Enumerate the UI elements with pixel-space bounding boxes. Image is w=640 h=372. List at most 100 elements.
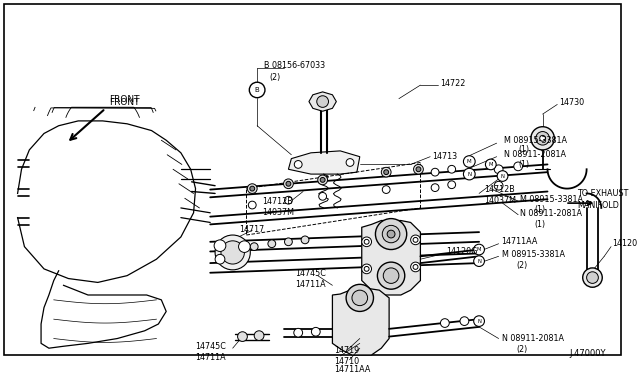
Polygon shape xyxy=(362,221,420,295)
Circle shape xyxy=(381,167,391,177)
Circle shape xyxy=(384,170,388,174)
Text: 14120: 14120 xyxy=(612,239,637,248)
Polygon shape xyxy=(309,92,337,111)
Text: 14711AA: 14711AA xyxy=(334,365,371,372)
Text: N: N xyxy=(467,171,471,177)
Circle shape xyxy=(364,266,369,271)
Text: 14711A: 14711A xyxy=(295,280,326,289)
Circle shape xyxy=(250,243,258,250)
Circle shape xyxy=(497,171,508,182)
Circle shape xyxy=(416,167,421,172)
Circle shape xyxy=(214,240,226,251)
Text: (1): (1) xyxy=(518,160,529,169)
Circle shape xyxy=(440,319,449,327)
Circle shape xyxy=(474,256,484,266)
Text: N: N xyxy=(477,259,481,264)
Text: N 08911-2081A: N 08911-2081A xyxy=(502,334,564,343)
Circle shape xyxy=(474,244,484,255)
Circle shape xyxy=(582,268,602,287)
Text: 14711AA: 14711AA xyxy=(502,237,538,246)
Text: 14712B: 14712B xyxy=(484,185,515,194)
Circle shape xyxy=(514,162,523,171)
Text: MANIFOLD: MANIFOLD xyxy=(577,201,619,209)
Circle shape xyxy=(284,179,293,189)
Text: (1): (1) xyxy=(535,220,546,229)
Circle shape xyxy=(317,175,328,185)
Circle shape xyxy=(317,96,328,108)
Circle shape xyxy=(248,201,256,209)
Text: FRONT: FRONT xyxy=(109,98,140,107)
Circle shape xyxy=(301,236,309,244)
Text: B 08156-67033: B 08156-67033 xyxy=(264,61,325,70)
Circle shape xyxy=(364,240,369,244)
Circle shape xyxy=(312,327,320,336)
Circle shape xyxy=(431,168,439,176)
Circle shape xyxy=(431,184,439,192)
Text: 14710: 14710 xyxy=(334,357,360,366)
Text: 14120G: 14120G xyxy=(446,247,477,256)
Text: M 08915-3381A: M 08915-3381A xyxy=(502,250,564,259)
Circle shape xyxy=(474,316,484,327)
Text: 14730: 14730 xyxy=(559,98,584,107)
Circle shape xyxy=(540,135,545,141)
Circle shape xyxy=(250,82,265,98)
Text: N: N xyxy=(477,318,481,324)
Circle shape xyxy=(221,241,244,264)
Circle shape xyxy=(587,272,598,283)
Circle shape xyxy=(494,182,503,190)
Circle shape xyxy=(413,237,418,242)
Circle shape xyxy=(346,284,374,311)
Text: 14722: 14722 xyxy=(440,79,465,88)
Circle shape xyxy=(237,332,247,341)
Circle shape xyxy=(320,177,325,182)
Text: M: M xyxy=(467,159,472,164)
Text: (2): (2) xyxy=(516,345,527,354)
Circle shape xyxy=(254,331,264,340)
Circle shape xyxy=(250,186,255,191)
Text: B: B xyxy=(255,87,259,93)
Text: N 08911-2081A: N 08911-2081A xyxy=(520,209,582,218)
Text: N 08911-2081A: N 08911-2081A xyxy=(504,150,566,159)
Text: (2): (2) xyxy=(270,73,281,82)
Circle shape xyxy=(463,156,475,167)
Circle shape xyxy=(448,181,456,189)
Circle shape xyxy=(294,328,303,337)
Circle shape xyxy=(285,196,292,204)
Circle shape xyxy=(494,165,503,174)
Text: 14711A: 14711A xyxy=(196,353,226,362)
Text: 14745C: 14745C xyxy=(295,269,326,278)
Circle shape xyxy=(485,159,496,170)
Circle shape xyxy=(460,317,469,326)
Circle shape xyxy=(362,237,372,247)
Circle shape xyxy=(286,182,291,186)
Polygon shape xyxy=(289,151,360,174)
Text: M: M xyxy=(477,247,481,252)
Text: 14713: 14713 xyxy=(432,152,457,161)
Circle shape xyxy=(382,186,390,193)
Circle shape xyxy=(319,192,326,200)
Circle shape xyxy=(463,168,475,180)
Circle shape xyxy=(215,254,225,264)
Circle shape xyxy=(268,240,276,248)
Text: TO EXHAUST: TO EXHAUST xyxy=(577,189,628,198)
Circle shape xyxy=(411,262,420,272)
Circle shape xyxy=(411,235,420,245)
Text: 14037M: 14037M xyxy=(262,208,294,217)
Text: J.47000Y: J.47000Y xyxy=(570,349,606,357)
Polygon shape xyxy=(332,288,389,355)
Circle shape xyxy=(294,161,302,168)
Circle shape xyxy=(531,127,554,150)
Text: FRONT: FRONT xyxy=(109,96,140,105)
Circle shape xyxy=(376,219,407,250)
Text: N: N xyxy=(500,173,504,179)
Text: M 08915-3381A: M 08915-3381A xyxy=(504,136,566,145)
Text: (2): (2) xyxy=(516,260,527,269)
Circle shape xyxy=(382,225,400,243)
Circle shape xyxy=(285,238,292,246)
Text: 14037M: 14037M xyxy=(484,196,516,205)
Text: 14745C: 14745C xyxy=(196,342,227,351)
Text: 14719: 14719 xyxy=(334,346,360,355)
Circle shape xyxy=(346,158,354,166)
Text: 14712B: 14712B xyxy=(262,197,292,206)
Circle shape xyxy=(413,264,418,269)
